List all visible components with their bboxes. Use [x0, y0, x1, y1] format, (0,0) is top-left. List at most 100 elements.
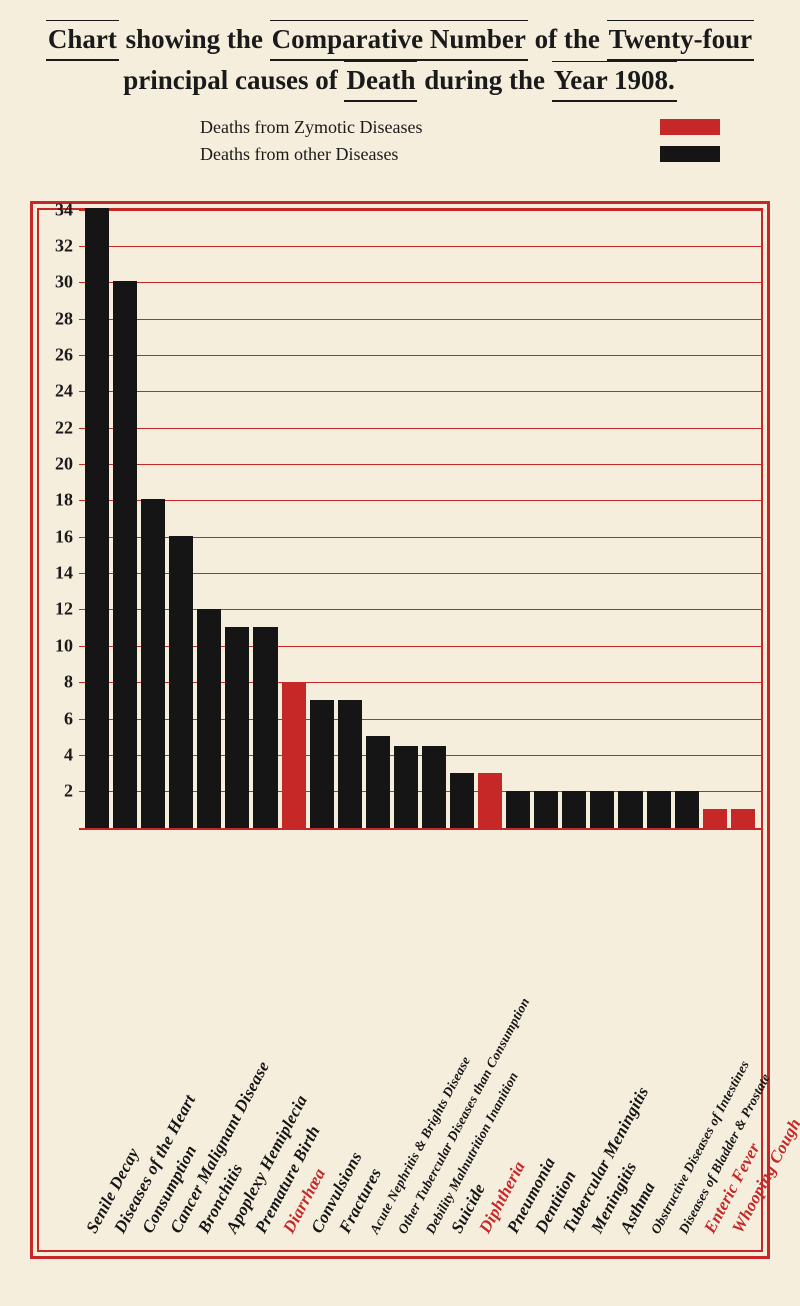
bar [562, 791, 586, 827]
bar [282, 682, 306, 828]
label-slot: Diseases of Bladder & Prostate [675, 830, 699, 1250]
label-slot: Senile Decay [85, 830, 109, 1250]
bar-slot [731, 809, 755, 827]
label-slot: Premature Birth [253, 830, 277, 1250]
ytick: 2 [43, 781, 73, 802]
bar [310, 700, 334, 828]
bar-slot [422, 746, 446, 828]
bar-slot [534, 791, 558, 827]
ytick: 10 [43, 635, 73, 656]
legend-swatch [660, 146, 720, 162]
bars-container [79, 210, 761, 828]
label-slot: Other Tubercular Diseases than Consumpti… [394, 830, 418, 1250]
title-part: Year 1908. [552, 61, 677, 102]
bar [534, 791, 558, 827]
bar-slot [253, 627, 277, 828]
chart-title: Chart showing the Comparative Number of … [0, 0, 800, 112]
bar-slot [394, 746, 418, 828]
chart-outer-border: 246810121416182022242628303234 Senile De… [30, 201, 770, 1259]
ytick: 4 [43, 744, 73, 765]
ytick: 12 [43, 599, 73, 620]
chart-inner-border: 246810121416182022242628303234 Senile De… [37, 208, 763, 1252]
ytick: 14 [43, 563, 73, 584]
label-slot: Meningitis [590, 830, 614, 1250]
ytick: 26 [43, 345, 73, 366]
title-part: showing the [119, 24, 270, 54]
ytick: 34 [43, 199, 73, 220]
bar-slot [225, 627, 249, 828]
title-part: Comparative Number [270, 20, 528, 61]
bar-slot [703, 809, 727, 827]
label-slot: Debility Malnutrition Inanition [422, 830, 446, 1250]
legend-swatch [660, 119, 720, 135]
bar [647, 791, 671, 827]
label-slot: Dentition [534, 830, 558, 1250]
legend-row: Deaths from other Diseases [200, 144, 720, 165]
title-part: principal causes of [123, 65, 344, 95]
label-slot: Asthma [618, 830, 642, 1250]
legend: Deaths from Zymotic Diseases Deaths from … [0, 112, 800, 191]
legend-row: Deaths from Zymotic Diseases [200, 117, 720, 138]
bar [675, 791, 699, 827]
label-slot: Acute Nephritis & Brights Disease [366, 830, 390, 1250]
label-slot: Diarrhœa [282, 830, 306, 1250]
legend-label: Deaths from other Diseases [200, 144, 398, 165]
bar [85, 208, 109, 828]
bar-slot [85, 208, 109, 828]
label-slot: Consumption [141, 830, 165, 1250]
ytick: 20 [43, 454, 73, 475]
bar-slot [647, 791, 671, 827]
bar-slot [169, 536, 193, 828]
label-slot: Diphtheria [478, 830, 502, 1250]
title-part: Death [344, 61, 417, 102]
bar-slot [282, 682, 306, 828]
bar [450, 773, 474, 828]
bar [618, 791, 642, 827]
title-part: of the [528, 24, 607, 54]
labels-area: Senile DecayDiseases of the HeartConsump… [79, 830, 761, 1250]
bar [141, 499, 165, 827]
label-slot: Whooping Cough [731, 830, 755, 1250]
ytick: 6 [43, 708, 73, 729]
bar [394, 746, 418, 828]
ytick: 8 [43, 672, 73, 693]
bar [366, 736, 390, 827]
label-slot: Convulsions [310, 830, 334, 1250]
bar-slot [562, 791, 586, 827]
label-slot: Enteric Fever [703, 830, 727, 1250]
label-slot: Tubercular Meningitis [562, 830, 586, 1250]
bar-slot [590, 791, 614, 827]
bar-slot [675, 791, 699, 827]
label-slot: Suicide [450, 830, 474, 1250]
bar [169, 536, 193, 828]
ytick: 18 [43, 490, 73, 511]
ytick: 28 [43, 308, 73, 329]
bar [338, 700, 362, 828]
bar [731, 809, 755, 827]
bar [422, 746, 446, 828]
ytick: 16 [43, 526, 73, 547]
bar [113, 281, 137, 828]
ytick: 24 [43, 381, 73, 402]
bar-slot [310, 700, 334, 828]
bar [197, 609, 221, 828]
ytick: 32 [43, 235, 73, 256]
bar-slot [618, 791, 642, 827]
label-slot: Pneumonia [506, 830, 530, 1250]
bar [253, 627, 277, 828]
bar-slot [141, 499, 165, 827]
legend-label: Deaths from Zymotic Diseases [200, 117, 422, 138]
bar-slot [366, 736, 390, 827]
bar [590, 791, 614, 827]
ytick: 22 [43, 417, 73, 438]
bar [506, 791, 530, 827]
bar-slot [506, 791, 530, 827]
ytick: 30 [43, 272, 73, 293]
bar-slot [478, 773, 502, 828]
bar-slot [113, 281, 137, 828]
bar [478, 773, 502, 828]
bar-slot [197, 609, 221, 828]
label-slot: Cancer Malignant Disease [169, 830, 193, 1250]
bar-label: Whooping Cough [725, 1115, 800, 1242]
bar [225, 627, 249, 828]
